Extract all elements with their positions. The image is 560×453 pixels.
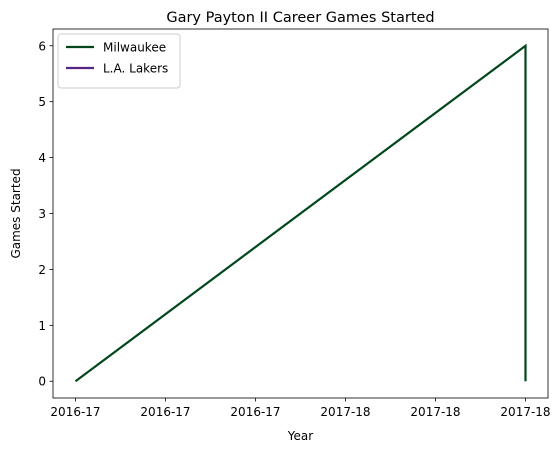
series-line-milwaukee — [74, 43, 527, 383]
y-tick-label: 1 — [38, 319, 46, 333]
x-tick-label: 2016-17 — [50, 405, 100, 419]
x-tick-label: 2017-18 — [410, 405, 460, 419]
legend-label: Milwaukee — [103, 41, 166, 55]
y-tick-label: 4 — [38, 151, 46, 165]
y-axis-ticks: 0 1 2 3 4 5 6 — [38, 39, 53, 389]
y-axis-label: Games Started — [9, 168, 23, 258]
y-tick-label: 2 — [38, 263, 46, 277]
x-axis-ticks: 2016-17 2016-17 2016-17 2017-18 2017-18 2017-… — [50, 398, 551, 419]
legend-label: L.A. Lakers — [103, 62, 168, 76]
series-layer — [74, 43, 527, 383]
y-tick-label: 0 — [38, 375, 46, 389]
x-tick-label: 2016-17 — [230, 405, 280, 419]
x-tick-label: 2017-18 — [500, 405, 550, 419]
x-axis-label: Year — [287, 429, 313, 443]
plot-area-frame — [52, 28, 549, 399]
y-tick-label: 6 — [38, 39, 46, 53]
legend: Milwaukee L.A. Lakers — [57, 33, 181, 89]
y-tick-label: 3 — [38, 207, 46, 221]
y-tick-label: 5 — [38, 95, 46, 109]
x-tick-label: 2016-17 — [140, 405, 190, 419]
chart-title: Gary Payton II Career Games Started — [166, 10, 434, 26]
x-tick-label: 2017-18 — [320, 405, 370, 419]
